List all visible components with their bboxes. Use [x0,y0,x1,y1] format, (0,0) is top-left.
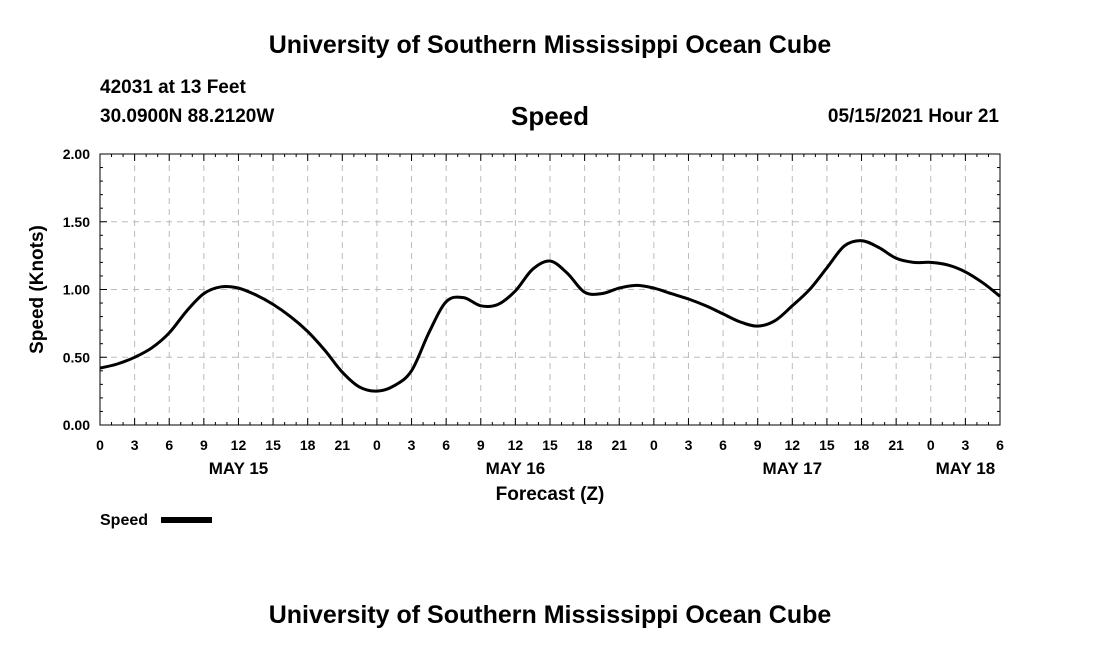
y-tick-label: 1.50 [63,214,90,230]
axis-labels: 0 3 6 9 12 15 18 21 0 3 6 9 12 15 18 21 0 3 6 9 12 15 18 21 0 3 6 0… [63,146,1004,478]
variable-title: Speed [510,101,590,131]
x-tick-label: 0 [96,437,104,453]
series-line-speed [99,239,1001,393]
x-tick-label: 15 [819,437,835,453]
x-tick-label: 21 [888,437,904,453]
chart-title: University of Southern Mississippi Ocean… [268,31,832,59]
series-layer [99,239,1001,393]
x-tick-label: 18 [577,437,593,453]
legend-swatch [161,517,212,523]
x-tick-label: 3 [961,437,969,453]
x-tick-label: 0 [927,437,935,453]
legend: Speed [100,512,212,529]
x-tick-label: 15 [542,437,558,453]
x-tick-label: 12 [785,437,801,453]
forecast-timestamp: 05/15/2021 Hour 21 [827,106,999,127]
x-tick-label: 0 [650,437,658,453]
x-tick-label: 21 [335,437,351,453]
x-tick-label: 3 [685,437,693,453]
station-label: 42031 at 13 Feet [100,77,246,98]
y-tick-label: 2.00 [63,146,90,162]
date-label: MAY 17 [763,459,823,478]
y-tick-label: 0.00 [63,417,90,433]
x-tick-label: 6 [719,437,727,453]
station-coordinates: 30.0900N 88.2120W [100,106,275,127]
x-tick-label: 12 [231,437,247,453]
x-tick-label: 3 [408,437,416,453]
x-tick-label: 6 [165,437,173,453]
plot-frame [99,153,1001,426]
date-label: MAY 15 [209,459,269,478]
footer-title: University of Southern Mississippi Ocean… [268,601,832,629]
x-tick-label: 21 [611,437,627,453]
legend-label: Speed [100,512,148,529]
x-tick-label: 9 [200,437,208,453]
x-tick-label: 6 [442,437,450,453]
x-tick-label: 9 [754,437,762,453]
grid [100,154,1000,425]
y-axis-title: Speed (Knots) [27,225,48,354]
date-label: MAY 18 [936,459,996,478]
x-tick-label: 12 [508,437,524,453]
date-label: MAY 16 [486,459,546,478]
x-tick-label: 3 [131,437,139,453]
x-tick-label: 6 [996,437,1004,453]
x-tick-label: 15 [265,437,281,453]
x-tick-label: 18 [300,437,316,453]
x-tick-label: 9 [477,437,485,453]
x-axis-title: Forecast (Z) [496,484,605,505]
y-tick-label: 0.50 [63,349,90,365]
y-tick-label: 1.00 [63,282,90,298]
x-tick-label: 18 [854,437,870,453]
x-tick-label: 0 [373,437,381,453]
